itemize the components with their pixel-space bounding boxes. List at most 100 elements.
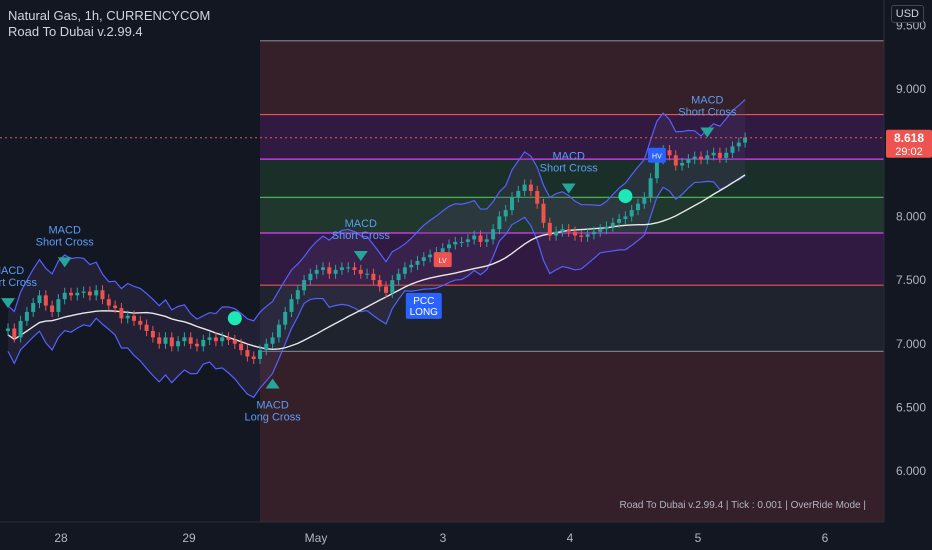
candle-body [415, 261, 420, 265]
candle-body [207, 337, 212, 340]
macd-label: Short Cross [332, 230, 391, 242]
candle-body [566, 229, 571, 232]
candle-body [6, 328, 10, 332]
candle-body [724, 152, 729, 158]
candle-body [730, 146, 735, 153]
y-tick-label: 7.500 [896, 273, 926, 287]
x-tick-label: 3 [440, 531, 447, 545]
candle-body [453, 241, 458, 245]
candle-body [327, 267, 332, 274]
zone-3 [260, 197, 884, 233]
candle-body [245, 350, 250, 357]
candle-body [176, 341, 181, 347]
signal-tag-label: HV [652, 154, 662, 161]
candle-body [598, 229, 603, 232]
candle-body [182, 337, 187, 342]
signal-tag-label: LV [439, 258, 447, 265]
candle-body [132, 315, 136, 321]
candle-body [43, 295, 48, 306]
candle-body [333, 269, 338, 274]
candle-body [113, 305, 118, 309]
candle-body [339, 267, 344, 270]
candle-body [390, 280, 395, 293]
candle-body [686, 159, 691, 163]
macd-label: Short Cross [678, 107, 737, 119]
candle-body [705, 155, 710, 160]
candle-body [591, 231, 596, 235]
candle-body [232, 339, 237, 344]
candle-body [239, 343, 244, 351]
candle-body [226, 337, 231, 340]
candle-body [617, 218, 622, 223]
candle-body [188, 337, 193, 344]
candle-body [547, 222, 552, 236]
macd-label: Short Cross [36, 236, 95, 248]
moving-average-line [7, 174, 746, 350]
candle-body [352, 267, 357, 270]
candle-body [680, 162, 685, 166]
candle-body [484, 239, 489, 242]
macd-label: MACD [256, 399, 288, 411]
candle-body [163, 337, 168, 344]
candle-body [743, 137, 748, 143]
candle-body [358, 269, 363, 274]
candle-body [736, 142, 741, 147]
short-cross-marker [353, 251, 368, 261]
candle-body [409, 264, 414, 268]
candle-body [18, 320, 23, 338]
candle-body [302, 280, 307, 291]
candle-body [516, 190, 521, 198]
macd-label: Long Cross [244, 411, 301, 423]
buy-signal-circle [618, 189, 633, 204]
macd-label: MACD [0, 265, 24, 277]
zone-5 [260, 285, 884, 352]
y-tick-label: 8.000 [896, 209, 926, 223]
candle-body [573, 231, 577, 236]
x-tick-label: May [305, 531, 328, 545]
candle-body [491, 229, 496, 240]
candle-body [264, 343, 269, 351]
zone-6 [260, 351, 884, 522]
candle-body [220, 337, 225, 342]
x-tick-label: 6 [822, 531, 829, 545]
signal-tag-label: LONG [410, 307, 439, 318]
candle-body [31, 303, 36, 312]
y-tick-label: 7.000 [896, 337, 926, 351]
short-cross-marker [57, 257, 72, 268]
short-cross-marker [561, 183, 576, 194]
candle-body [535, 190, 540, 204]
x-tick-label: 28 [54, 531, 68, 545]
macd-label: MACD [553, 151, 585, 163]
currency-badge[interactable]: USD [890, 5, 924, 23]
x-tick-label: 4 [567, 531, 574, 545]
macd-label: MACD [345, 218, 377, 230]
candle-body [157, 337, 162, 344]
candle-body [24, 311, 29, 321]
candle-body [283, 311, 288, 325]
signal-tag-label: PCC [413, 296, 434, 307]
candle-body [717, 152, 722, 158]
candle-body [100, 290, 105, 300]
candle-body [396, 273, 401, 281]
zone-1 [260, 114, 884, 160]
candle-body [314, 269, 319, 274]
candle-body [560, 229, 565, 232]
y-tick-label: 6.500 [896, 400, 926, 414]
candle-body [295, 290, 300, 300]
y-tick-label: 9.000 [896, 82, 926, 96]
candle-body [440, 248, 445, 253]
candle-body [270, 337, 275, 344]
zone-4 [260, 232, 884, 286]
candle-body [585, 234, 590, 237]
short-cross-marker [1, 298, 15, 309]
lower-band [7, 175, 746, 398]
candle-body [321, 267, 325, 270]
candle-body [510, 197, 514, 211]
candle-body [623, 216, 628, 219]
band-fill [8, 99, 746, 398]
candle-body [258, 350, 262, 360]
zone-0 [260, 40, 884, 115]
x-tick-label: 5 [695, 531, 702, 545]
candle-body [579, 235, 584, 237]
